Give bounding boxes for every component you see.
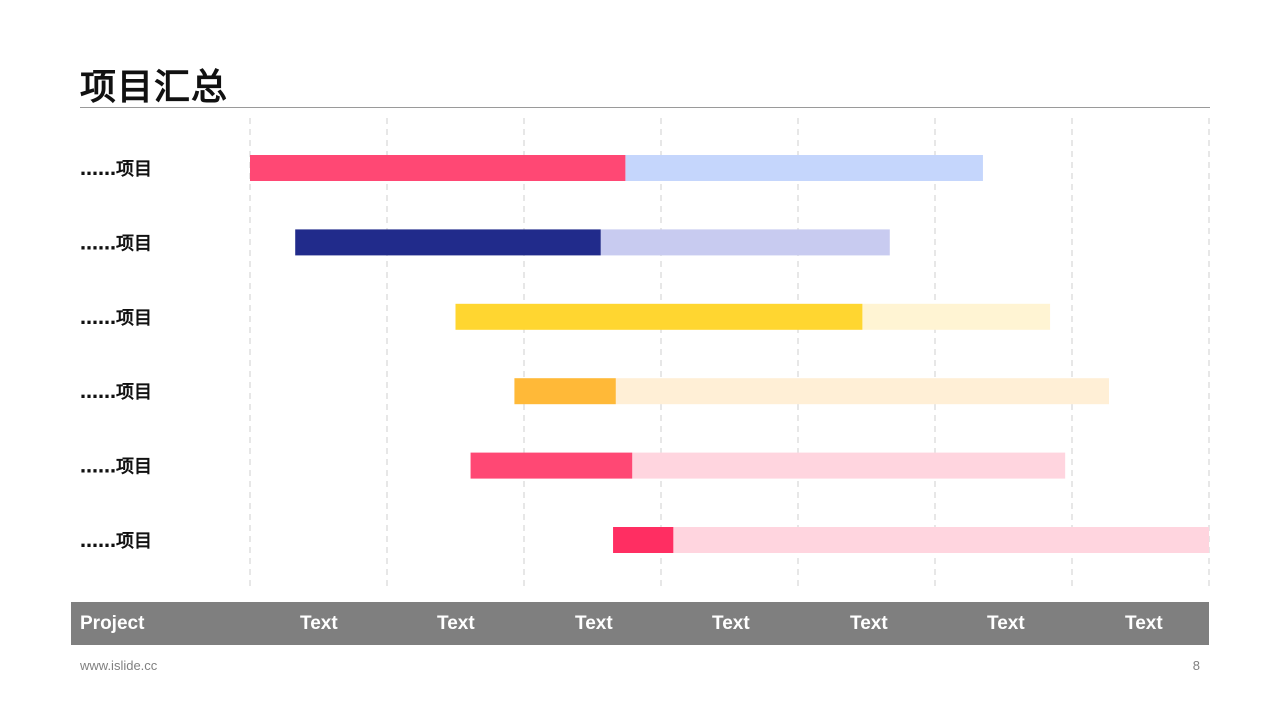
task-label: ……项目 [80, 531, 152, 552]
task-label: ……项目 [80, 159, 152, 180]
axis-header-label: Project [80, 613, 145, 634]
task-remaining-bar [673, 527, 1209, 553]
task-progress-bar [470, 452, 633, 479]
task-progress-bar [455, 303, 863, 330]
title-divider [80, 107, 1210, 108]
task-progress-bar [514, 378, 616, 405]
axis-tick-label: Text [437, 613, 475, 634]
axis-tick-label: Text [850, 613, 888, 634]
axis-tick-label: Text [1125, 613, 1163, 634]
task-bars [250, 155, 1209, 553]
task-label: ……项目 [80, 308, 152, 329]
page-title: 项目汇总 [80, 67, 229, 108]
task-remaining-bar [632, 452, 1066, 479]
task-progress-bar [250, 155, 626, 181]
axis-tick-label: Text [575, 613, 613, 634]
task-remaining-bar [600, 229, 890, 256]
task-remaining-bar [862, 303, 1051, 330]
task-progress-bar [295, 229, 601, 256]
task-remaining-bar [625, 155, 983, 181]
task-label: ……项目 [80, 233, 152, 254]
page-number: 8 [1192, 658, 1200, 673]
axis-tick-label: Text [712, 613, 750, 634]
task-remaining-bar [615, 378, 1109, 405]
task-labels: ……项目 ……项目 ……项目 ……项目 ……项目 ……项目 [80, 159, 152, 552]
axis-tick-label: Text [987, 613, 1025, 634]
task-progress-bar [613, 527, 674, 553]
website-link[interactable]: www.islide.cc [80, 658, 158, 673]
time-axis-bar: Project Text Text Text Text Text Text Te… [71, 602, 1209, 645]
task-label: ……项目 [80, 457, 152, 478]
axis-tick-label: Text [300, 613, 338, 634]
task-label: ……项目 [80, 382, 152, 403]
grid-lines [249, 118, 1210, 588]
